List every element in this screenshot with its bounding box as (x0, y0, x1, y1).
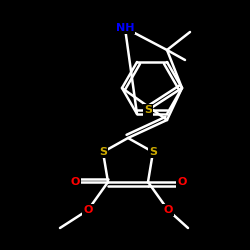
Text: S: S (144, 105, 152, 115)
Text: S: S (99, 147, 107, 157)
Text: O: O (83, 205, 93, 215)
Text: NH: NH (116, 23, 134, 33)
Text: O: O (163, 205, 173, 215)
Text: O: O (70, 177, 80, 187)
Text: O: O (177, 177, 187, 187)
Text: S: S (149, 147, 157, 157)
